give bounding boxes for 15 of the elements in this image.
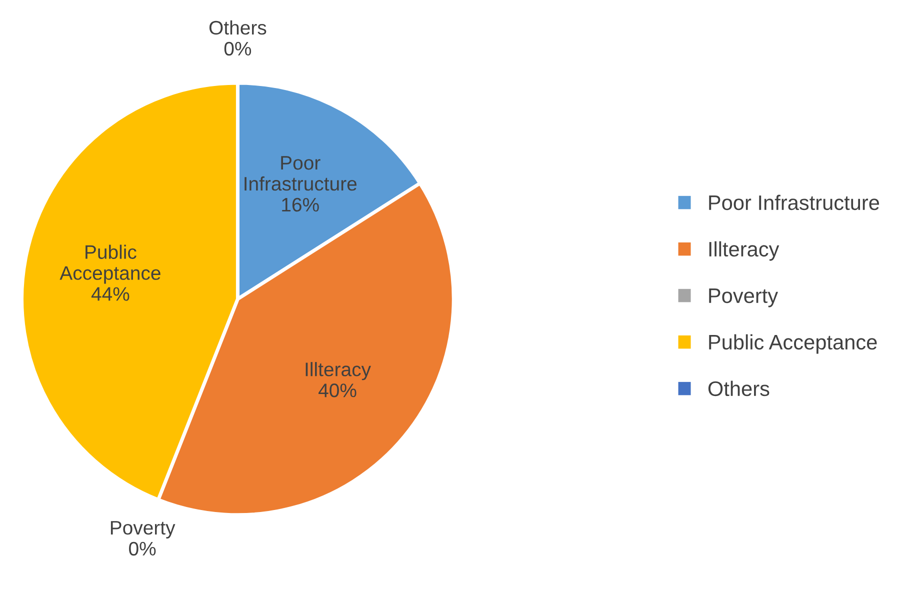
category-label: Poverty	[110, 521, 176, 538]
slice-label: Poor Infrastructure	[244, 156, 357, 191]
data-label: 40%	[318, 383, 356, 398]
slice-label: Illteracy	[306, 362, 371, 380]
text: 0%	[129, 542, 156, 556]
data-label: 16%	[282, 198, 319, 212]
legend-label: Poverty	[709, 288, 778, 308]
legend-label: Poor Infrastructure	[709, 194, 880, 210]
text: 0%	[224, 42, 252, 56]
category-label: Others	[209, 20, 266, 35]
legend-label: Public Acceptance	[709, 334, 877, 354]
legend-label: Illteracy	[709, 241, 780, 261]
legend-label: Others	[708, 380, 770, 396]
slice-label: Public Acceptance	[60, 244, 160, 284]
data-label: 44%	[91, 287, 130, 301]
